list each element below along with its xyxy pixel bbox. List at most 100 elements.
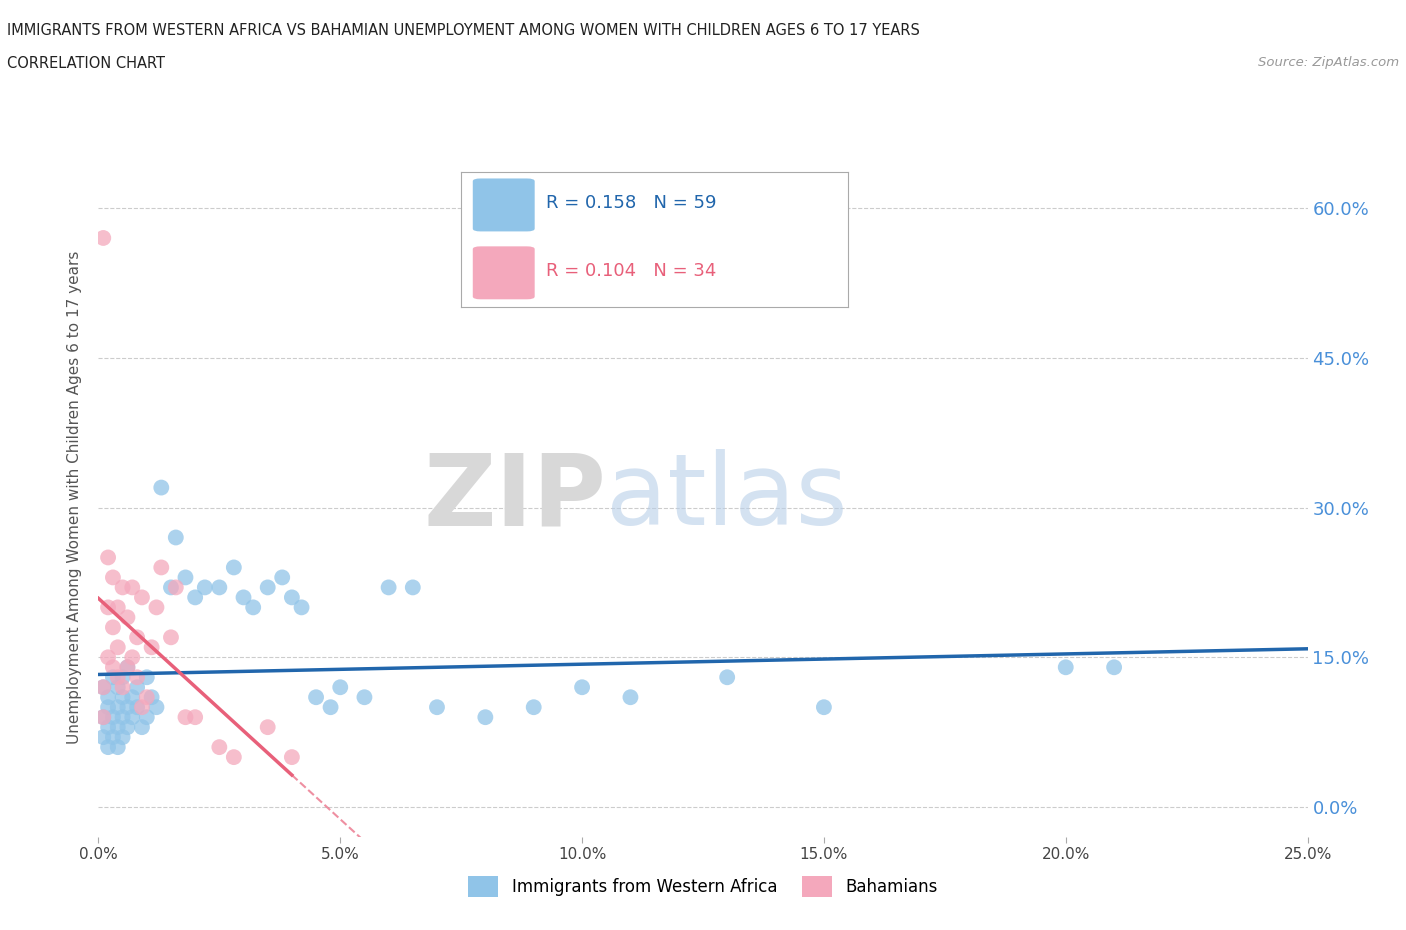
Point bbox=[101, 670, 124, 684]
Point bbox=[523, 699, 546, 714]
Point bbox=[242, 600, 264, 615]
Point bbox=[101, 710, 124, 724]
Point bbox=[150, 480, 173, 495]
Y-axis label: Unemployment Among Women with Children Ages 6 to 17 years: Unemployment Among Women with Children A… bbox=[67, 251, 83, 744]
Point bbox=[1102, 660, 1125, 675]
Point bbox=[97, 720, 120, 735]
Text: Source: ZipAtlas.com: Source: ZipAtlas.com bbox=[1258, 56, 1399, 69]
Point bbox=[232, 590, 254, 604]
Text: ZIP: ZIP bbox=[423, 449, 606, 546]
Point bbox=[131, 699, 153, 714]
Point bbox=[222, 560, 245, 575]
Point bbox=[194, 580, 217, 595]
Point bbox=[111, 710, 134, 724]
Point bbox=[111, 680, 134, 695]
Point bbox=[111, 730, 134, 745]
Point bbox=[117, 660, 139, 675]
Point bbox=[107, 680, 129, 695]
Point bbox=[117, 720, 139, 735]
Point bbox=[91, 730, 114, 745]
Point bbox=[716, 670, 738, 684]
Point bbox=[117, 699, 139, 714]
Point bbox=[127, 680, 149, 695]
Point bbox=[107, 670, 129, 684]
Point bbox=[353, 690, 375, 705]
Point bbox=[117, 660, 139, 675]
Point bbox=[121, 580, 143, 595]
Point bbox=[290, 600, 312, 615]
Text: CORRELATION CHART: CORRELATION CHART bbox=[7, 56, 165, 71]
Point bbox=[135, 690, 157, 705]
Point bbox=[111, 670, 134, 684]
Point bbox=[145, 699, 167, 714]
Point bbox=[329, 680, 352, 695]
Point bbox=[135, 710, 157, 724]
Point bbox=[117, 610, 139, 625]
Point bbox=[150, 560, 173, 575]
Point bbox=[281, 750, 304, 764]
Point bbox=[91, 231, 114, 246]
Text: atlas: atlas bbox=[606, 449, 848, 546]
Point bbox=[377, 580, 399, 595]
Point bbox=[97, 739, 120, 754]
Point bbox=[91, 710, 114, 724]
Point bbox=[101, 570, 124, 585]
Point bbox=[97, 550, 120, 565]
Point bbox=[131, 590, 153, 604]
Point bbox=[111, 690, 134, 705]
Point bbox=[426, 699, 449, 714]
Point bbox=[222, 750, 245, 764]
Point bbox=[97, 600, 120, 615]
Point bbox=[160, 630, 183, 644]
Point bbox=[131, 720, 153, 735]
Point bbox=[402, 580, 425, 595]
Point bbox=[107, 600, 129, 615]
Point bbox=[91, 680, 114, 695]
Point bbox=[97, 690, 120, 705]
Point bbox=[281, 590, 304, 604]
Point bbox=[165, 530, 187, 545]
Point bbox=[127, 670, 149, 684]
Point bbox=[174, 570, 197, 585]
Point bbox=[208, 580, 231, 595]
Point bbox=[101, 620, 124, 635]
Point bbox=[571, 680, 593, 695]
Text: IMMIGRANTS FROM WESTERN AFRICA VS BAHAMIAN UNEMPLOYMENT AMONG WOMEN WITH CHILDRE: IMMIGRANTS FROM WESTERN AFRICA VS BAHAMI… bbox=[7, 23, 920, 38]
Point bbox=[107, 720, 129, 735]
Point bbox=[174, 710, 197, 724]
Point bbox=[145, 600, 167, 615]
Legend: Immigrants from Western Africa, Bahamians: Immigrants from Western Africa, Bahamian… bbox=[461, 870, 945, 903]
Point bbox=[271, 570, 294, 585]
Point bbox=[256, 580, 278, 595]
Point bbox=[1054, 660, 1077, 675]
Point bbox=[97, 650, 120, 665]
Point bbox=[813, 699, 835, 714]
Point bbox=[160, 580, 183, 595]
Point bbox=[91, 710, 114, 724]
Point bbox=[319, 699, 342, 714]
Point bbox=[184, 710, 207, 724]
Point bbox=[97, 699, 120, 714]
Point bbox=[141, 640, 163, 655]
Point bbox=[474, 710, 496, 724]
Point bbox=[208, 739, 231, 754]
Point bbox=[184, 590, 207, 604]
Point bbox=[127, 699, 149, 714]
Point bbox=[256, 720, 278, 735]
Point bbox=[111, 580, 134, 595]
Point bbox=[121, 650, 143, 665]
Point bbox=[101, 730, 124, 745]
Point bbox=[121, 710, 143, 724]
Point bbox=[107, 699, 129, 714]
Point bbox=[165, 580, 187, 595]
Point bbox=[141, 690, 163, 705]
Point bbox=[127, 630, 149, 644]
Point bbox=[101, 660, 124, 675]
Point bbox=[107, 739, 129, 754]
Point bbox=[135, 670, 157, 684]
Point bbox=[305, 690, 328, 705]
Point bbox=[107, 640, 129, 655]
Point bbox=[619, 690, 641, 705]
Point bbox=[121, 690, 143, 705]
Point bbox=[91, 680, 114, 695]
